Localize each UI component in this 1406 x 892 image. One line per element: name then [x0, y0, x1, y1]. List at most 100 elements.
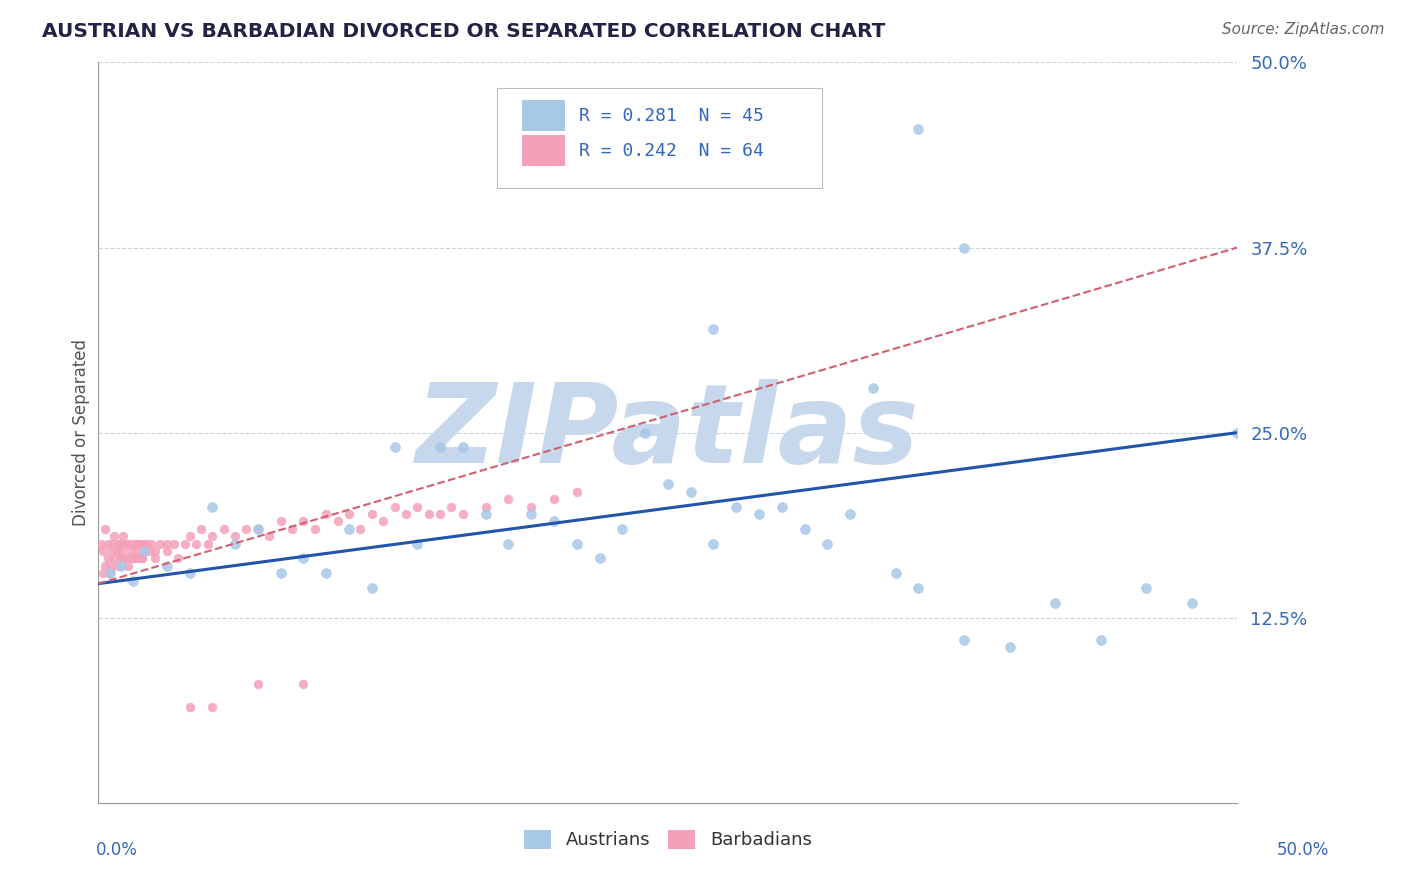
Point — [702, 322, 724, 336]
Point — [127, 544, 149, 558]
Point — [360, 581, 382, 595]
Point — [131, 551, 153, 566]
Point — [179, 529, 201, 543]
Point — [953, 632, 976, 647]
Text: R = 0.281  N = 45: R = 0.281 N = 45 — [579, 107, 763, 125]
Point — [117, 558, 139, 573]
Point — [292, 515, 315, 529]
Text: Source: ZipAtlas.com: Source: ZipAtlas.com — [1222, 22, 1385, 37]
Point — [543, 515, 565, 529]
Point — [451, 441, 474, 455]
Point — [108, 536, 131, 550]
Point — [612, 522, 634, 536]
Point — [725, 500, 748, 514]
Point — [360, 507, 382, 521]
Point — [156, 536, 179, 550]
Point — [839, 507, 862, 521]
Point — [145, 551, 167, 566]
Point — [212, 522, 235, 536]
Point — [1181, 596, 1204, 610]
Point — [384, 500, 406, 514]
Point — [201, 699, 224, 714]
Point — [498, 536, 520, 550]
Point — [121, 574, 143, 588]
Point — [114, 536, 136, 550]
Point — [112, 551, 135, 566]
Point — [451, 507, 474, 521]
Point — [406, 500, 429, 514]
Point — [162, 536, 184, 550]
Point — [1135, 581, 1157, 595]
Point — [337, 507, 360, 521]
Point — [94, 558, 117, 573]
Point — [292, 677, 315, 691]
Legend: Austrians, Barbadians: Austrians, Barbadians — [517, 823, 818, 856]
Point — [657, 477, 679, 491]
Point — [520, 500, 543, 514]
Point — [103, 551, 125, 566]
Point — [96, 551, 118, 566]
Point — [1043, 596, 1066, 610]
Point — [98, 566, 121, 581]
Point — [145, 544, 167, 558]
Point — [98, 558, 121, 573]
Point — [120, 544, 142, 558]
Point — [124, 536, 146, 550]
Point — [998, 640, 1021, 655]
Point — [588, 551, 610, 566]
Point — [565, 484, 588, 499]
Point — [120, 536, 142, 550]
Point — [112, 529, 135, 543]
Point — [634, 425, 657, 440]
Point — [110, 544, 132, 558]
Point — [270, 566, 292, 581]
Point — [101, 536, 124, 550]
Point — [128, 536, 150, 550]
Point — [127, 551, 149, 566]
Point — [770, 500, 793, 514]
Point — [315, 566, 337, 581]
Point — [326, 515, 349, 529]
Point — [149, 536, 172, 550]
Point — [281, 522, 304, 536]
Point — [108, 536, 131, 550]
Point — [105, 558, 128, 573]
Point — [201, 500, 224, 514]
Point — [384, 441, 406, 455]
Point — [128, 536, 150, 550]
Point — [520, 507, 543, 521]
Point — [270, 515, 292, 529]
Point — [884, 566, 907, 581]
Point — [103, 529, 125, 543]
Point — [474, 500, 496, 514]
Point — [1226, 425, 1249, 440]
Point — [907, 581, 929, 595]
Point — [315, 507, 337, 521]
Point — [132, 544, 155, 558]
Point — [702, 536, 724, 550]
Point — [91, 566, 114, 581]
Point — [138, 544, 160, 558]
Point — [131, 551, 153, 566]
Point — [156, 544, 179, 558]
Point — [429, 441, 451, 455]
Point — [201, 529, 224, 543]
Point — [139, 536, 162, 550]
Point — [418, 507, 440, 521]
Point — [862, 381, 884, 395]
Point — [190, 522, 212, 536]
Point — [124, 536, 146, 550]
Point — [395, 507, 418, 521]
Point — [543, 492, 565, 507]
Point — [565, 536, 588, 550]
Point — [498, 492, 520, 507]
Point — [429, 507, 451, 521]
Point — [114, 536, 136, 550]
Point — [371, 515, 394, 529]
Point — [110, 558, 132, 573]
Point — [179, 699, 201, 714]
FancyBboxPatch shape — [522, 100, 565, 131]
Point — [90, 536, 112, 550]
Point — [246, 522, 269, 536]
Point — [156, 558, 179, 573]
